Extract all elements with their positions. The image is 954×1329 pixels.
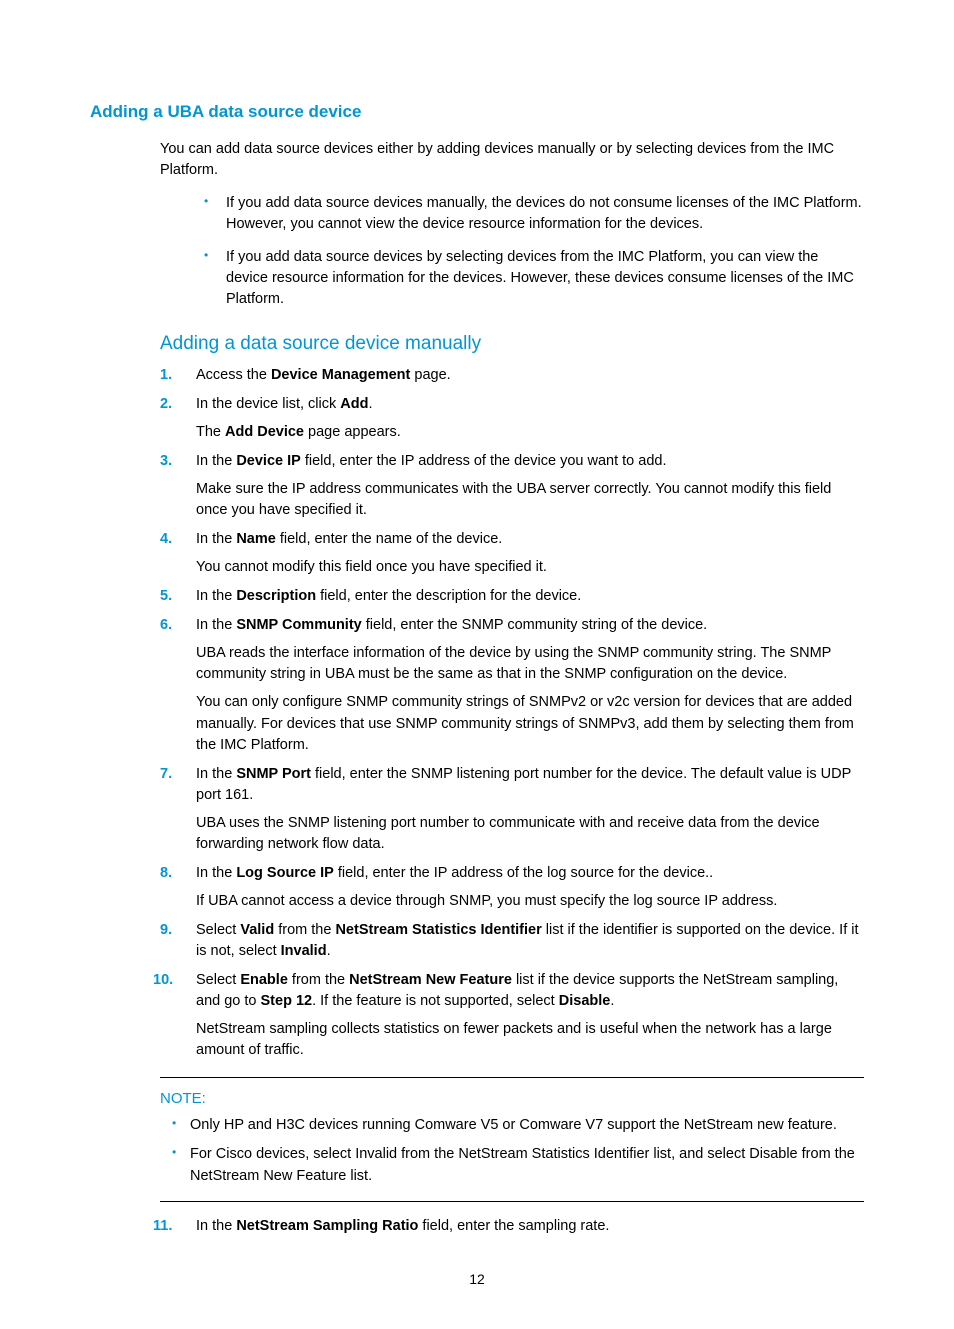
- step-text: .: [610, 993, 614, 1009]
- intro-bullet: If you add data source devices by select…: [200, 247, 864, 310]
- step-text: from the: [274, 922, 335, 938]
- step-text: page.: [410, 367, 450, 383]
- step-text: Access the: [196, 367, 271, 383]
- step-bold: Name: [236, 531, 276, 547]
- step-text: field, enter the description for the dev…: [316, 588, 581, 604]
- step-text: .: [327, 943, 331, 959]
- step-text: In the: [196, 588, 236, 604]
- step-bold: Disable: [559, 993, 611, 1009]
- step-sub: The Add Device page appears.: [196, 422, 864, 443]
- step-text: from the: [288, 972, 349, 988]
- step-item: In the Description field, enter the desc…: [160, 586, 864, 607]
- step-text: In the device list, click: [196, 396, 340, 412]
- step-item: In the device list, click Add. The Add D…: [160, 394, 864, 443]
- note-bullet-list: Only HP and H3C devices running Comware …: [170, 1115, 864, 1186]
- step-bold: Valid: [240, 922, 274, 938]
- step-bold: Device IP: [236, 453, 301, 469]
- step-sub: You cannot modify this field once you ha…: [196, 557, 864, 578]
- step-sub: UBA reads the interface information of t…: [196, 643, 864, 685]
- step-item: Select Valid from the NetStream Statisti…: [160, 920, 864, 962]
- step-bold: Description: [236, 588, 316, 604]
- step-text: In the: [196, 617, 236, 633]
- step-text: .: [368, 396, 372, 412]
- step-text: In the: [196, 865, 236, 881]
- step-text: field, enter the SNMP community string o…: [362, 617, 707, 633]
- step-bold: SNMP Port: [236, 766, 311, 782]
- step-text: Select: [196, 922, 240, 938]
- note-box: NOTE: Only HP and H3C devices running Co…: [160, 1077, 864, 1202]
- step-bold: Invalid: [281, 943, 327, 959]
- step-bold: NetStream New Feature: [349, 972, 512, 988]
- step-text: In the: [196, 453, 236, 469]
- step-item: In the NetStream Sampling Ratio field, e…: [160, 1216, 864, 1237]
- step-text: In the: [196, 531, 236, 547]
- step-sub: Make sure the IP address communicates wi…: [196, 479, 864, 521]
- step-bold: Log Source IP: [236, 865, 334, 881]
- step-sub: If UBA cannot access a device through SN…: [196, 891, 864, 912]
- step-bold: Step 12: [261, 993, 313, 1009]
- step-text: The: [196, 424, 225, 440]
- step-bold: NetStream Sampling Ratio: [236, 1218, 418, 1234]
- page-number: 12: [90, 1269, 864, 1289]
- step-bold: Add Device: [225, 424, 304, 440]
- step-bold: Enable: [240, 972, 288, 988]
- steps-list-cont: In the NetStream Sampling Ratio field, e…: [160, 1216, 864, 1237]
- step-item: In the Name field, enter the name of the…: [160, 529, 864, 578]
- intro-bullet: If you add data source devices manually,…: [200, 193, 864, 235]
- step-item: In the Device IP field, enter the IP add…: [160, 451, 864, 521]
- step-text: field, enter the name of the device.: [276, 531, 503, 547]
- step-bold: Add: [340, 396, 368, 412]
- intro-paragraph: You can add data source devices either b…: [160, 139, 864, 181]
- step-text: field, enter the sampling rate.: [418, 1218, 609, 1234]
- note-label: NOTE:: [160, 1088, 864, 1110]
- step-text: field, enter the IP address of the devic…: [301, 453, 667, 469]
- step-item: In the SNMP Port field, enter the SNMP l…: [160, 764, 864, 855]
- step-text: In the: [196, 1218, 236, 1234]
- steps-list: Access the Device Management page. In th…: [160, 365, 864, 1060]
- step-item: Select Enable from the NetStream New Fea…: [160, 970, 864, 1061]
- heading-add-manually: Adding a data source device manually: [160, 330, 864, 358]
- heading-uba-device: Adding a UBA data source device: [90, 100, 864, 125]
- step-text: Select: [196, 972, 240, 988]
- note-bullet: For Cisco devices, select Invalid from t…: [170, 1144, 864, 1186]
- step-text: page appears.: [304, 424, 401, 440]
- note-bullet: Only HP and H3C devices running Comware …: [170, 1115, 864, 1136]
- intro-bullet-list: If you add data source devices manually,…: [200, 193, 864, 310]
- step-bold: NetStream Statistics Identifier: [335, 922, 541, 938]
- step-bold: SNMP Community: [236, 617, 361, 633]
- step-sub: NetStream sampling collects statistics o…: [196, 1019, 864, 1061]
- step-sub: UBA uses the SNMP listening port number …: [196, 813, 864, 855]
- step-text: . If the feature is not supported, selec…: [312, 993, 559, 1009]
- step-item: In the SNMP Community field, enter the S…: [160, 615, 864, 755]
- step-text: field, enter the IP address of the log s…: [334, 865, 713, 881]
- step-sub: You can only configure SNMP community st…: [196, 692, 864, 755]
- step-item: Access the Device Management page.: [160, 365, 864, 386]
- step-item: In the Log Source IP field, enter the IP…: [160, 863, 864, 912]
- step-bold: Device Management: [271, 367, 410, 383]
- step-text: In the: [196, 766, 236, 782]
